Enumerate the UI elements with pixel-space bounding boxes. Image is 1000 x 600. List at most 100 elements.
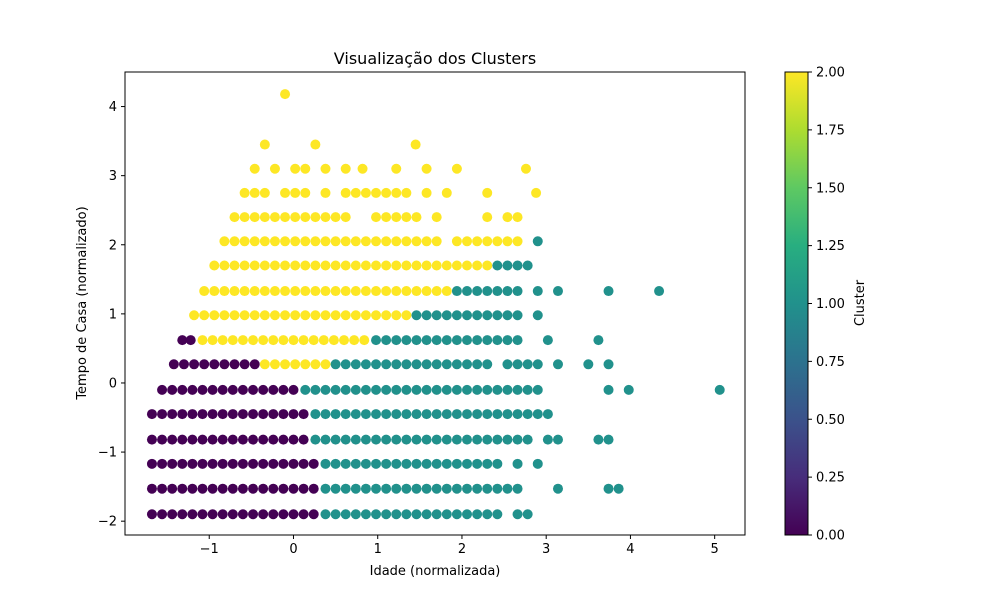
data-point-cluster-0 [268,458,279,469]
data-point-cluster-1 [532,384,543,395]
y-tick-label: 1 [109,307,117,322]
data-point-cluster-1 [512,260,523,271]
data-point-cluster-1 [340,483,351,494]
data-point-cluster-0 [167,458,178,469]
data-point-cluster-0 [187,384,198,395]
data-point-cluster-2 [502,212,513,223]
data-point-cluster-1 [492,434,503,445]
data-point-cluster-1 [613,483,624,494]
data-point-cluster-1 [472,509,483,520]
data-point-cluster-2 [482,260,493,271]
data-point-cluster-0 [308,509,319,520]
data-point-cluster-0 [219,359,230,370]
data-point-cluster-2 [340,163,351,174]
data-point-cluster-1 [482,509,493,520]
data-point-cluster-1 [472,434,483,445]
data-point-cluster-0 [197,384,208,395]
data-point-cluster-1 [462,409,473,420]
data-point-cluster-1 [391,384,402,395]
data-point-cluster-2 [280,89,291,100]
data-point-cluster-1 [421,434,432,445]
data-point-cluster-1 [391,409,402,420]
data-point-cluster-0 [288,509,299,520]
data-point-cluster-0 [268,384,279,395]
data-point-cluster-2 [381,212,392,223]
data-point-cluster-2 [340,187,351,198]
data-point-cluster-0 [227,434,238,445]
data-point-cluster-2 [258,335,269,346]
data-point-cluster-1 [330,434,341,445]
colorbar-tick-label: 0.75 [816,355,845,370]
data-point-cluster-0 [268,483,279,494]
data-point-cluster-0 [146,458,157,469]
data-point-cluster-0 [237,509,248,520]
data-point-cluster-2 [259,139,270,150]
data-point-cluster-0 [237,483,248,494]
data-point-cluster-0 [146,409,157,420]
data-point-cluster-1 [431,483,442,494]
data-point-cluster-1 [451,458,462,469]
data-point-cluster-0 [167,434,178,445]
data-point-cluster-1 [320,458,331,469]
data-point-cluster-1 [401,458,412,469]
data-point-cluster-1 [462,310,473,321]
data-point-cluster-1 [441,434,452,445]
data-point-cluster-2 [421,187,432,198]
data-point-cluster-2 [339,335,350,346]
data-point-cluster-2 [239,212,250,223]
data-point-cluster-2 [391,236,402,247]
data-point-cluster-1 [411,509,422,520]
data-point-cluster-1 [451,409,462,420]
data-point-cluster-1 [320,434,331,445]
data-point-cluster-1 [482,458,493,469]
data-point-cluster-0 [278,434,289,445]
data-point-cluster-1 [552,359,563,370]
data-point-cluster-1 [371,359,382,370]
data-point-cluster-2 [512,212,523,223]
data-point-cluster-2 [371,212,382,223]
data-point-cluster-2 [239,286,250,297]
data-point-cluster-1 [512,359,523,370]
data-point-cluster-1 [522,359,533,370]
data-point-cluster-0 [209,359,220,370]
data-point-cluster-2 [371,187,382,198]
data-point-cluster-1 [462,335,473,346]
data-point-cluster-1 [401,483,412,494]
data-point-cluster-1 [411,458,422,469]
colorbar-tick-label: 1.25 [816,239,845,254]
y-tick-label: 3 [109,169,117,184]
data-point-cluster-2 [472,236,483,247]
y-axis: −2 −1 0 1 2 3 4 [98,100,125,530]
data-point-cluster-1 [451,384,462,395]
data-point-cluster-1 [462,483,473,494]
data-point-cluster-1 [502,359,513,370]
data-point-cluster-0 [217,509,228,520]
data-point-cluster-2 [441,187,452,198]
data-point-cluster-0 [237,384,248,395]
data-point-cluster-2 [318,335,329,346]
data-point-cluster-2 [451,260,462,271]
data-point-cluster-0 [258,384,269,395]
data-point-cluster-0 [268,434,279,445]
data-point-cluster-1 [603,384,614,395]
data-point-cluster-0 [207,409,218,420]
data-point-cluster-1 [472,409,483,420]
data-point-cluster-0 [189,359,200,370]
data-point-cluster-1 [391,483,402,494]
data-point-cluster-0 [298,458,309,469]
data-point-cluster-0 [157,384,168,395]
data-point-cluster-1 [714,384,725,395]
data-point-cluster-2 [410,139,421,150]
data-point-cluster-2 [219,260,230,271]
data-point-cluster-1 [482,434,493,445]
data-point-cluster-2 [268,335,279,346]
data-point-cluster-1 [371,483,382,494]
data-point-cluster-2 [340,310,351,321]
x-tick-label: 3 [542,542,550,557]
data-point-cluster-1 [350,458,361,469]
data-point-cluster-1 [451,286,462,297]
data-point-cluster-2 [391,286,402,297]
colorbar [784,71,809,536]
data-point-cluster-1 [603,434,614,445]
data-point-cluster-1 [472,335,483,346]
